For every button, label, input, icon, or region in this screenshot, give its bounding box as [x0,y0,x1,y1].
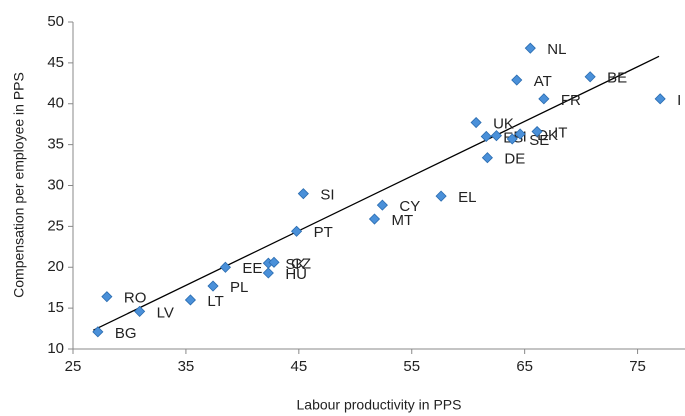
point [184,294,196,306]
y-tick-label: 30 [47,176,64,193]
point [92,326,104,338]
point [514,128,526,140]
point [481,152,493,164]
point-label: BE [607,70,627,87]
point [506,133,518,145]
x-tick-label: 45 [290,358,307,375]
point-label: BG [115,325,137,342]
point [654,93,666,105]
point-label: SK [285,256,305,273]
point [524,42,536,54]
point-label: PT [314,224,333,241]
x-tick-label: 65 [516,358,533,375]
point [219,261,232,273]
y-tick-label: 40 [47,95,64,112]
x-tick-label: 35 [178,358,195,375]
point [297,188,309,200]
point-label: DE [504,151,525,168]
point [511,74,523,86]
point [268,256,280,268]
point-label: EL [458,189,476,206]
point [584,71,596,83]
point-label: UK [493,116,514,133]
point-label: NL [547,41,566,58]
point-label: LT [207,293,223,310]
point [207,280,219,292]
point [368,213,381,225]
point [531,125,543,138]
y-tick-label: 15 [47,299,64,316]
point [134,305,146,317]
point-label: CY [399,198,420,215]
x-axis-title: Labour productivity in PPS [297,397,462,413]
point [101,291,113,303]
point [480,130,492,143]
point [262,267,274,279]
y-tick-label: 25 [47,217,64,234]
point [435,190,447,202]
point-label: HU [285,266,307,283]
point-label: EE [242,260,262,277]
x-tick-label: 75 [629,358,646,375]
point-label: IT [554,125,567,142]
point-label: SE [529,132,549,149]
point [490,130,502,142]
point [291,225,303,237]
x-tick-label: 25 [65,358,82,375]
point-label: LV [157,304,174,321]
y-tick-label: 20 [47,258,64,275]
y-tick-label: 50 [47,13,64,30]
point-label: MT [391,212,413,229]
point [470,116,482,129]
y-axis-title: Compensation per employee in PPS [11,72,27,298]
point-label: DK [537,127,558,144]
x-tick-label: 55 [403,358,420,375]
y-tick-label: 35 [47,136,64,153]
point-label: PL [230,279,248,296]
point-label: SI [320,187,334,204]
y-tick-label: 45 [47,54,64,71]
point-label: I [677,92,681,109]
point-label: CZ [291,255,311,272]
point [538,93,550,105]
y-tick-label: 10 [47,340,64,357]
point-label: AT [534,73,552,90]
trendline [93,55,660,331]
point-label: RO [124,290,147,307]
point-label: FR [561,92,581,109]
point [376,199,388,211]
